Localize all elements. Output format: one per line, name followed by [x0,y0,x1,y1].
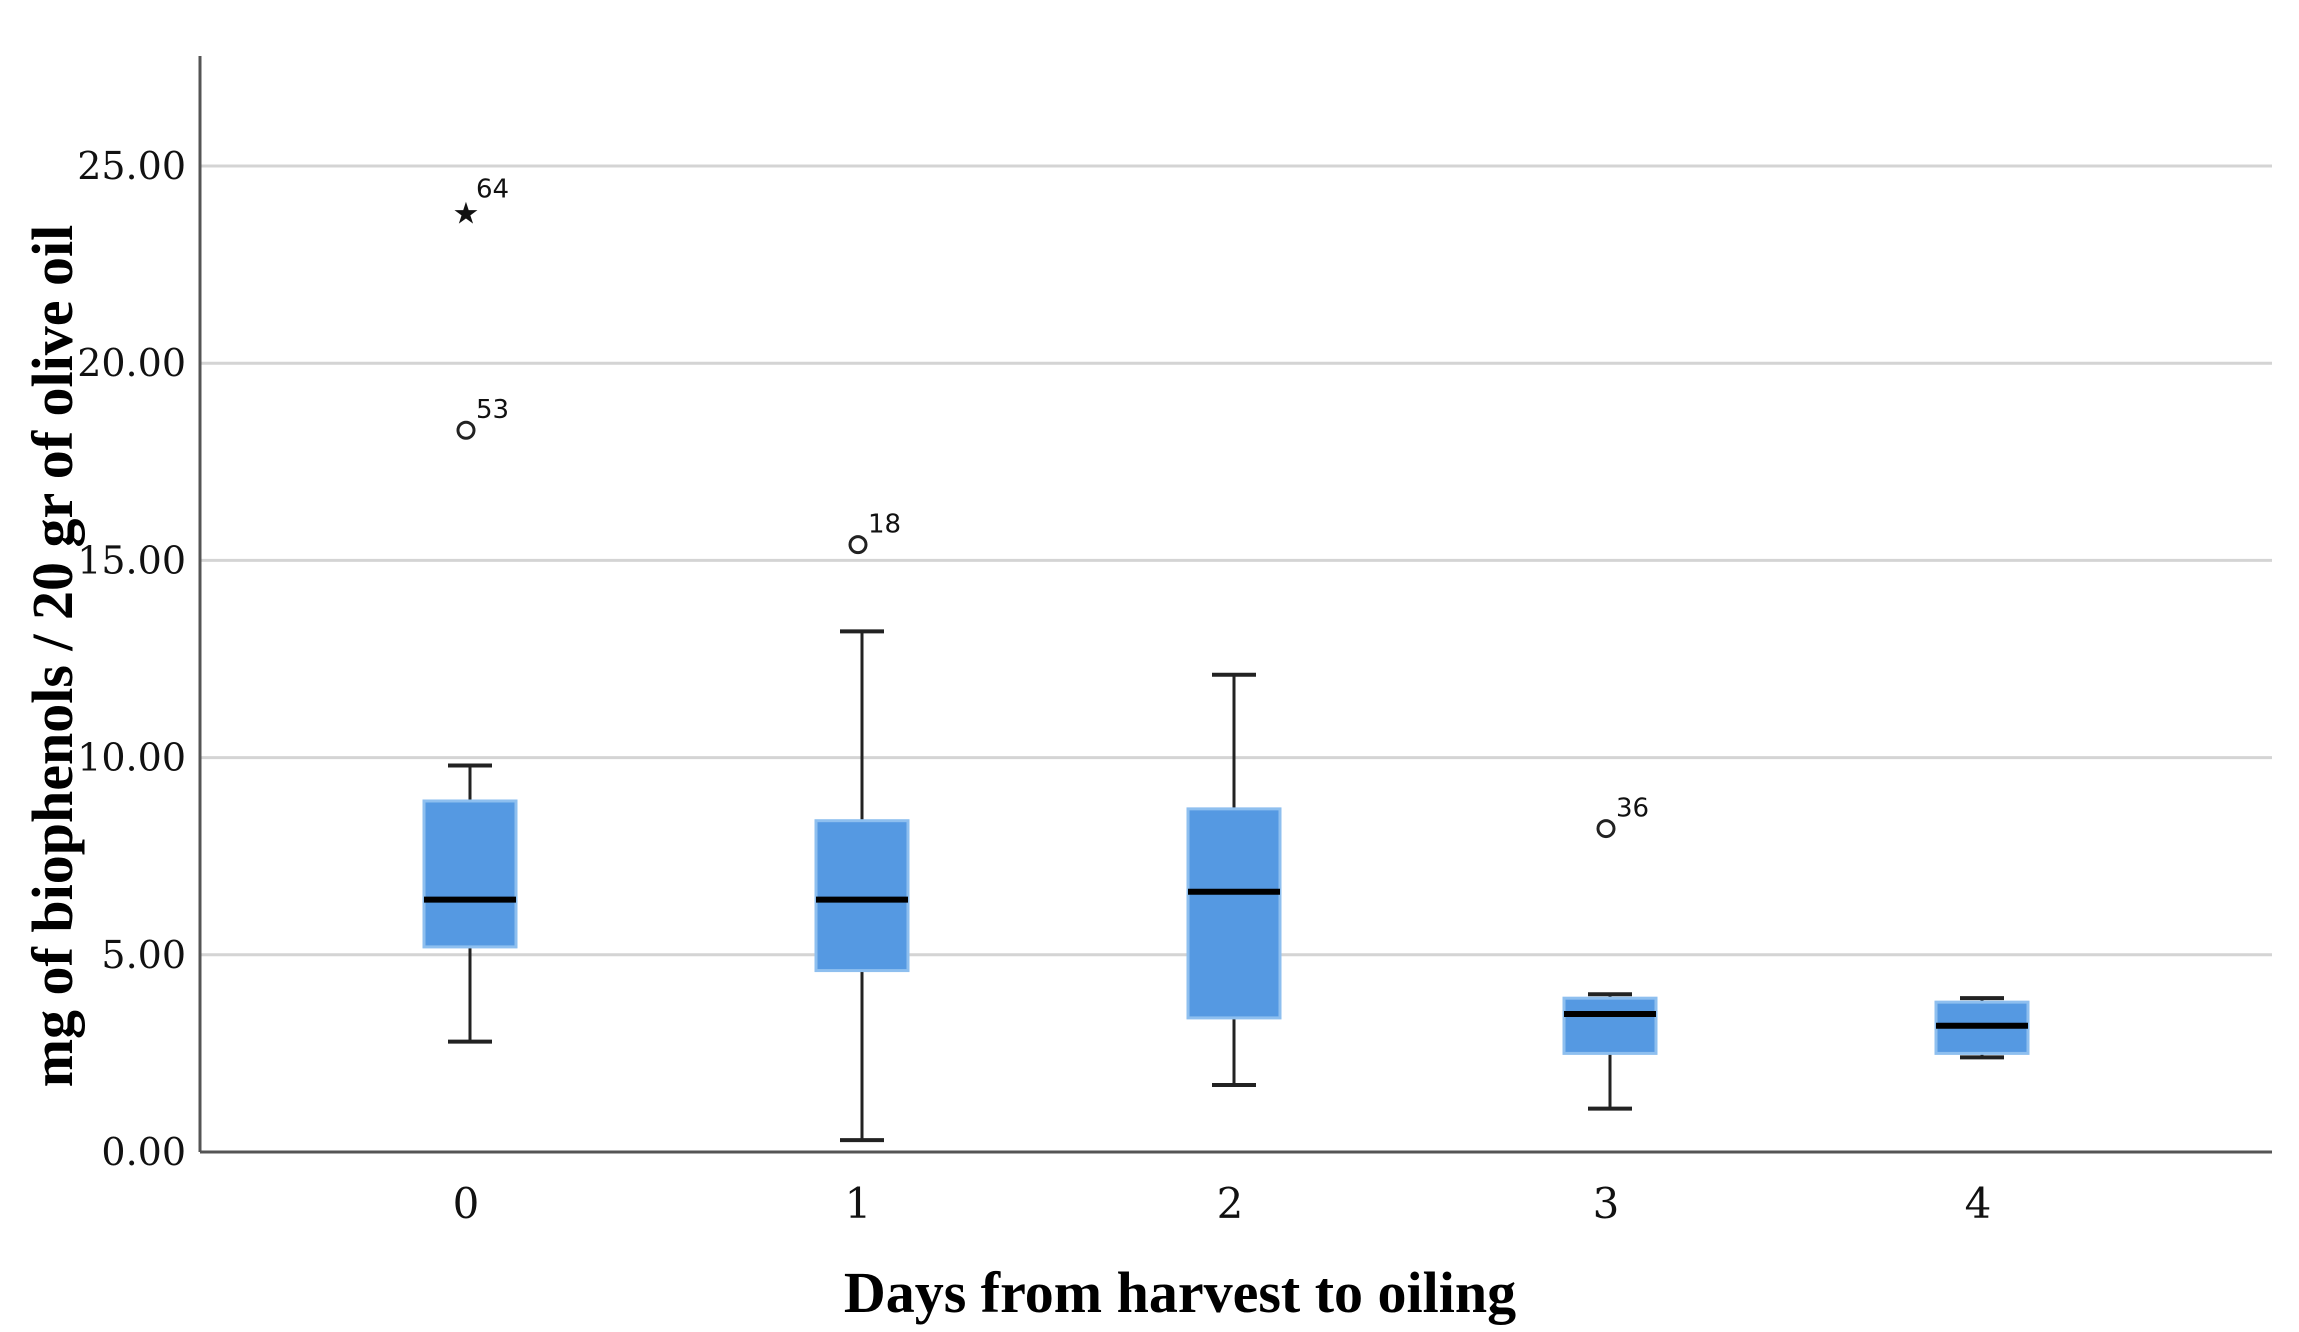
x-tick-labels: 0 1 2 3 4 [453,1179,1992,1228]
x-tick-label: 4 [1965,1179,1992,1228]
outlier-label: 18 [868,510,901,540]
box-iqr [422,799,518,949]
outliers: ★64 53 18 36 [453,174,1649,839]
box-iqr [814,819,910,973]
y-tick-label: 10.00 [77,736,186,780]
x-tick-label: 3 [1593,1179,1620,1228]
box-iqr [1562,996,1658,1055]
box-group-3 [1562,992,1658,1111]
outlier-label: 64 [476,174,509,204]
box-group-4 [1934,996,2030,1060]
y-axis-title: mg of biophenols / 20 gr of olive oil [20,225,85,1088]
axes [198,56,2272,1154]
boxes [422,629,2030,1143]
y-tick-label: 15.00 [77,538,186,582]
box-group-1 [814,629,910,1143]
y-tick-label: 0.00 [101,1130,186,1174]
box-group-2 [1186,672,1282,1087]
x-tick-label: 1 [845,1179,872,1228]
x-tick-label: 2 [1217,1179,1244,1228]
y-tick-label: 25.00 [77,144,186,188]
box-group-0 [422,763,518,1044]
x-tick-label: 0 [453,1179,480,1228]
extreme-outlier-star: ★ [453,196,480,231]
outlier-circle [1596,819,1616,839]
y-tick-label: 20.00 [77,341,186,385]
grid-lines [200,164,2272,957]
x-axis-title: Days from harvest to oiling [844,1260,1516,1325]
y-tick-labels: 0.00 5.00 10.00 15.00 20.00 25.00 [77,144,186,1174]
outlier-circle [456,420,476,440]
outlier-circle [848,535,868,555]
box-iqr [1186,807,1282,1020]
y-tick-label: 5.00 [101,933,186,977]
outlier-label: 53 [476,395,509,425]
outlier-label: 36 [1616,794,1649,824]
